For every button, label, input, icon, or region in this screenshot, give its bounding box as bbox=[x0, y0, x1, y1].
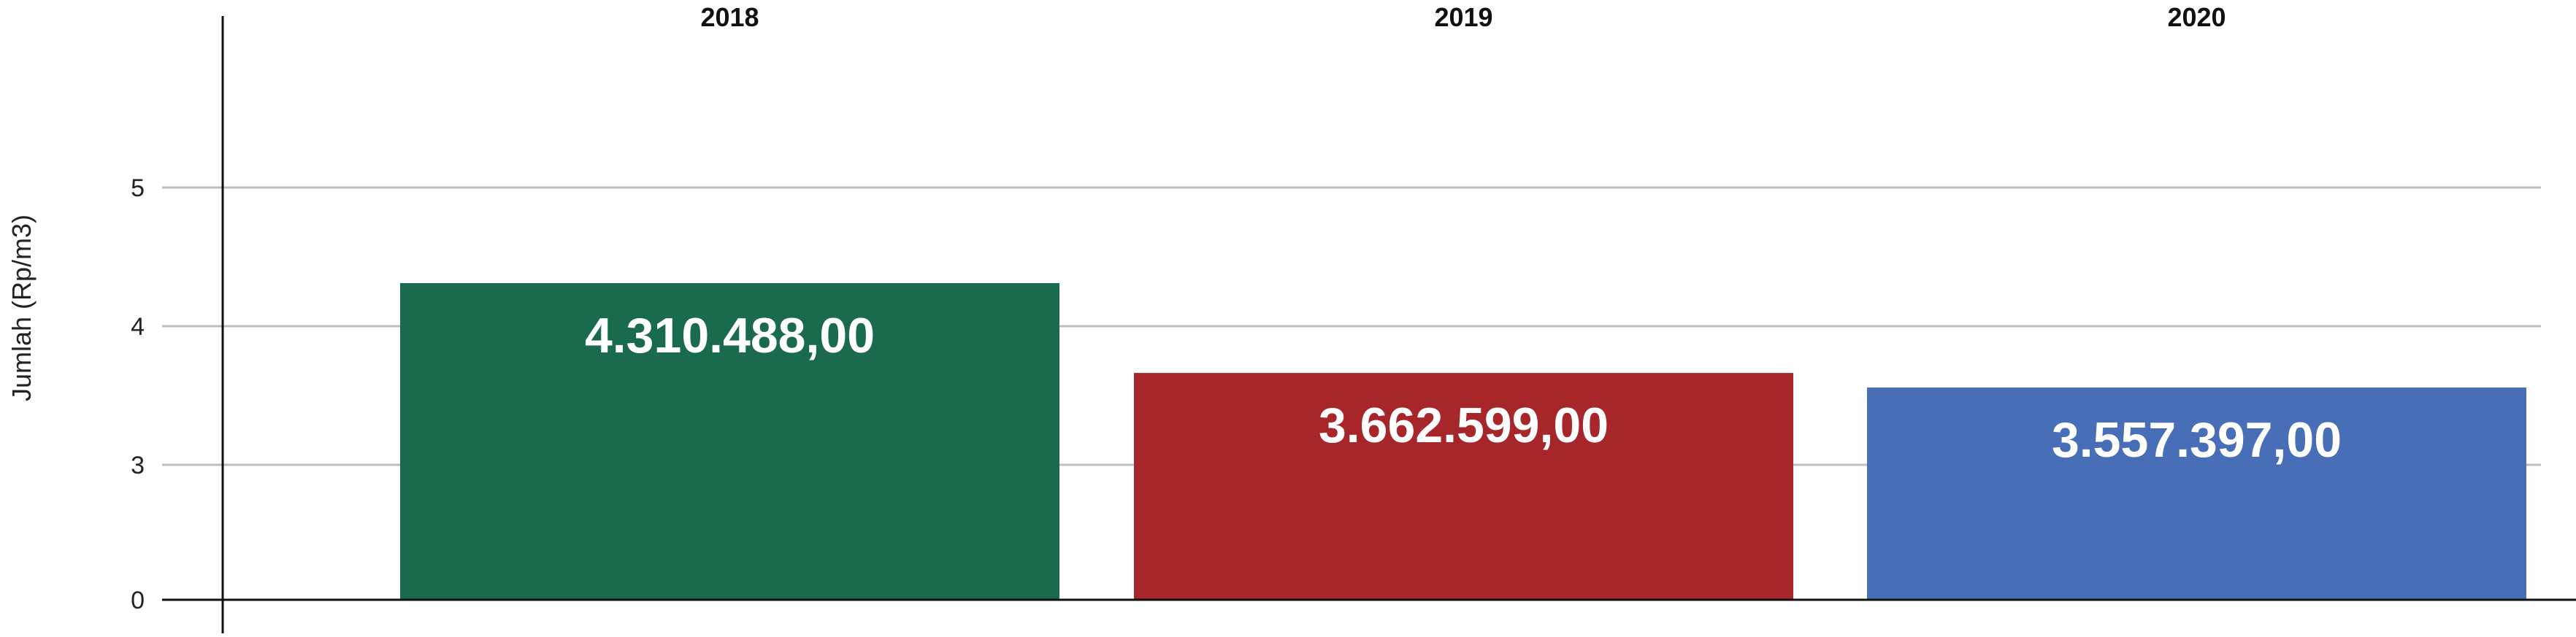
data-label-2019: 3.662.599,00 bbox=[1319, 398, 1609, 453]
y-tick-label-0: 0 bbox=[131, 587, 145, 614]
category-label-2018: 2018 bbox=[700, 2, 759, 32]
y-tick-labels: 0 3 4 5 bbox=[131, 174, 145, 614]
y-tick-label-3: 3 bbox=[131, 452, 145, 479]
bar-2020 bbox=[1867, 387, 2526, 600]
data-labels: 4.310.488,00 3.662.599,00 3.557.397,00 bbox=[585, 308, 2342, 468]
y-tick-label-5: 5 bbox=[131, 174, 145, 202]
y-axis-title: Jumlah (Rp/m3) bbox=[7, 215, 37, 401]
y-tick-label-4: 4 bbox=[131, 313, 145, 341]
axes bbox=[162, 16, 2576, 633]
category-label-2019: 2019 bbox=[1434, 2, 1492, 32]
category-labels: 2018 2019 2020 bbox=[700, 2, 2226, 32]
data-label-2020: 3.557.397,00 bbox=[2052, 412, 2342, 468]
bars bbox=[400, 283, 2526, 600]
bar-2019 bbox=[1134, 373, 1793, 600]
category-label-2020: 2020 bbox=[2167, 2, 2226, 32]
data-label-2018: 4.310.488,00 bbox=[585, 308, 875, 363]
bar-2018 bbox=[400, 283, 1059, 600]
